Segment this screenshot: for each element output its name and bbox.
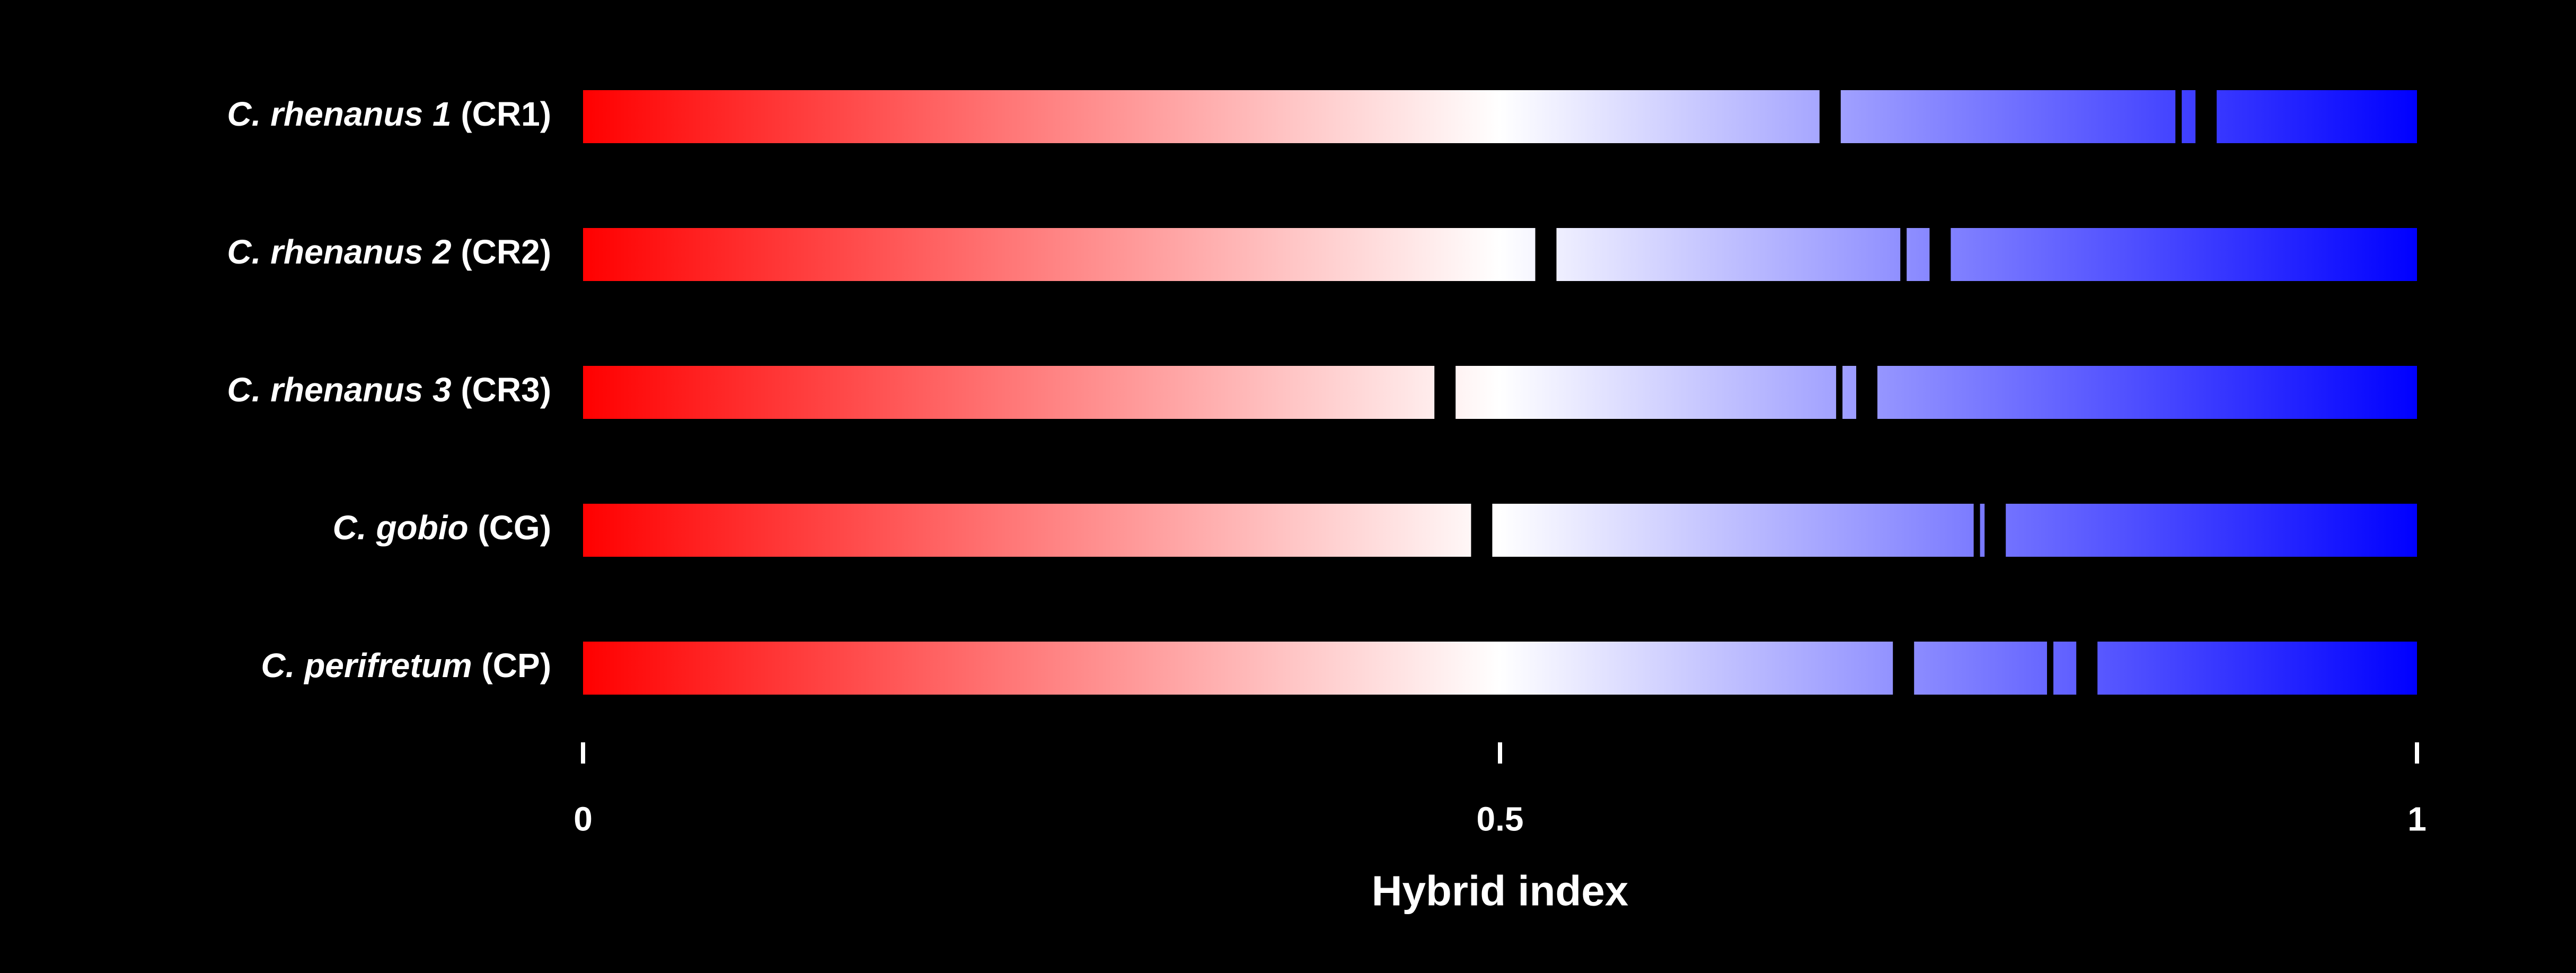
- xaxis-tick-label-1: 1: [2407, 800, 2427, 838]
- row-bar-r1: [583, 90, 2417, 143]
- row-label-r3: C. rhenanus 3 (CR3): [227, 371, 551, 409]
- row-inner-slit-r1: [2175, 90, 2182, 143]
- row-bar-r4: [583, 504, 2417, 557]
- xaxis-tick-label-0: 0: [574, 800, 593, 838]
- row-separator-r4-1: [1984, 504, 2006, 557]
- row-bar-r2: [583, 228, 2417, 281]
- row-separator-r2-0: [1536, 228, 1557, 281]
- xaxis-tick-label-0.5: 0.5: [1477, 800, 1524, 838]
- row-separator-r3-0: [1434, 366, 1455, 419]
- row-bar-r5: [583, 642, 2417, 695]
- row-separator-r5-1: [2076, 642, 2097, 695]
- row-label-r1: C. rhenanus 1 (CR1): [227, 95, 551, 133]
- hybrid-index-chart: C. rhenanus 1 (CR1) C. rhenanus 2 (CR2) C.…: [0, 0, 2576, 973]
- row-bar-r3: [583, 366, 2417, 419]
- row-inner-slit-r4: [1974, 504, 1980, 557]
- row-separator-r4-0: [1471, 504, 1492, 557]
- row-inner-slit-r3: [1836, 366, 1842, 419]
- row-inner-slit-r2: [1900, 228, 1907, 281]
- xaxis-title: Hybrid index: [1372, 867, 1629, 915]
- row-label-r2: C. rhenanus 2 (CR2): [227, 233, 551, 271]
- row-separator-r5-0: [1893, 642, 1914, 695]
- row-separator-r2-1: [1929, 228, 1951, 281]
- row-label-r4: C. gobio (CG): [333, 509, 551, 547]
- row-label-r5: C. perifretum (CP): [261, 646, 551, 685]
- row-separator-r3-1: [1856, 366, 1877, 419]
- row-inner-slit-r5: [2047, 642, 2053, 695]
- row-separator-r1-0: [1820, 90, 1841, 143]
- row-separator-r1-1: [2195, 90, 2217, 143]
- chart-background: [0, 0, 2576, 973]
